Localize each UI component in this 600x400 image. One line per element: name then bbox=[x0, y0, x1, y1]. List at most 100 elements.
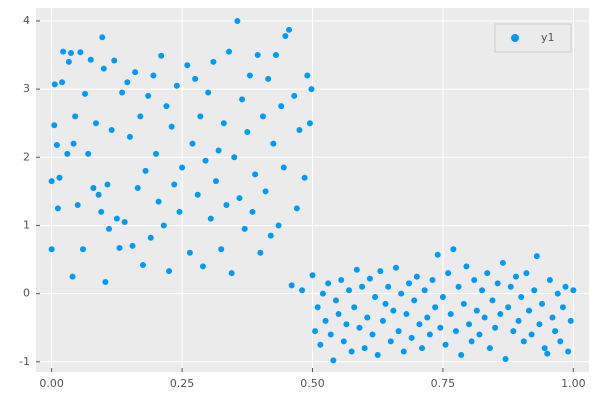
point bbox=[325, 280, 332, 287]
point bbox=[489, 297, 496, 304]
point bbox=[364, 314, 371, 321]
point bbox=[246, 72, 253, 79]
point bbox=[119, 89, 126, 96]
point bbox=[411, 297, 418, 304]
point bbox=[64, 150, 71, 157]
y-tick-label: 0 bbox=[23, 287, 30, 300]
point bbox=[176, 208, 183, 215]
point bbox=[445, 270, 452, 277]
point bbox=[189, 140, 196, 147]
point bbox=[223, 201, 230, 208]
point bbox=[403, 311, 410, 318]
y-tick-label: 4 bbox=[23, 14, 30, 27]
point bbox=[361, 345, 368, 352]
point bbox=[398, 290, 405, 297]
point bbox=[275, 222, 282, 229]
point bbox=[408, 334, 415, 341]
point bbox=[155, 198, 162, 205]
point bbox=[234, 17, 241, 24]
point bbox=[505, 304, 512, 311]
point bbox=[374, 351, 381, 358]
x-tick-label: 0.75 bbox=[431, 377, 456, 390]
point bbox=[546, 276, 553, 283]
point bbox=[426, 331, 433, 338]
point bbox=[173, 82, 180, 89]
point bbox=[340, 338, 347, 345]
point bbox=[179, 164, 186, 171]
point bbox=[400, 348, 407, 355]
point bbox=[113, 215, 120, 222]
point bbox=[186, 249, 193, 256]
point bbox=[473, 307, 480, 314]
point bbox=[437, 324, 444, 331]
point bbox=[278, 103, 285, 110]
y-tick-label: 3 bbox=[23, 82, 30, 95]
point bbox=[111, 57, 118, 64]
point bbox=[108, 127, 115, 134]
point bbox=[466, 321, 473, 328]
point bbox=[562, 283, 569, 290]
point bbox=[124, 79, 131, 86]
point bbox=[259, 113, 266, 120]
point bbox=[450, 246, 457, 253]
point bbox=[338, 276, 345, 283]
point bbox=[377, 268, 384, 275]
point bbox=[95, 191, 102, 198]
point bbox=[168, 123, 175, 130]
point bbox=[468, 338, 475, 345]
point bbox=[210, 58, 217, 65]
point bbox=[502, 356, 509, 363]
point bbox=[226, 48, 233, 55]
point bbox=[207, 215, 214, 222]
point bbox=[312, 328, 319, 335]
point bbox=[129, 242, 136, 249]
point bbox=[72, 113, 79, 120]
point bbox=[539, 300, 546, 307]
point bbox=[544, 350, 551, 357]
point bbox=[356, 324, 363, 331]
point bbox=[471, 276, 478, 283]
point bbox=[56, 174, 63, 181]
point bbox=[160, 222, 167, 229]
point bbox=[322, 317, 329, 324]
point bbox=[359, 283, 366, 290]
point bbox=[541, 345, 548, 352]
point bbox=[395, 328, 402, 335]
point bbox=[335, 311, 342, 318]
point bbox=[463, 263, 470, 270]
point bbox=[98, 208, 105, 215]
point bbox=[104, 181, 111, 188]
point bbox=[330, 357, 337, 364]
point bbox=[85, 150, 92, 157]
point bbox=[106, 225, 113, 232]
point bbox=[353, 266, 360, 273]
point bbox=[314, 304, 321, 311]
point bbox=[150, 72, 157, 79]
point bbox=[280, 164, 287, 171]
point bbox=[231, 154, 238, 161]
point bbox=[147, 234, 154, 241]
point bbox=[486, 345, 493, 352]
point bbox=[291, 92, 298, 99]
point bbox=[137, 113, 144, 120]
point bbox=[194, 191, 201, 198]
point bbox=[492, 324, 499, 331]
point bbox=[139, 261, 146, 268]
point bbox=[197, 113, 204, 120]
legend-marker bbox=[511, 34, 519, 42]
point bbox=[134, 184, 141, 191]
point bbox=[296, 127, 303, 134]
point bbox=[48, 178, 55, 185]
point bbox=[70, 140, 77, 147]
point bbox=[241, 225, 248, 232]
y-tick-label: -1 bbox=[19, 355, 30, 368]
point bbox=[152, 150, 159, 157]
point bbox=[293, 205, 300, 212]
point bbox=[99, 34, 106, 41]
point bbox=[421, 287, 428, 294]
point bbox=[343, 321, 350, 328]
point bbox=[82, 90, 89, 97]
point bbox=[533, 253, 540, 260]
point bbox=[228, 270, 235, 277]
